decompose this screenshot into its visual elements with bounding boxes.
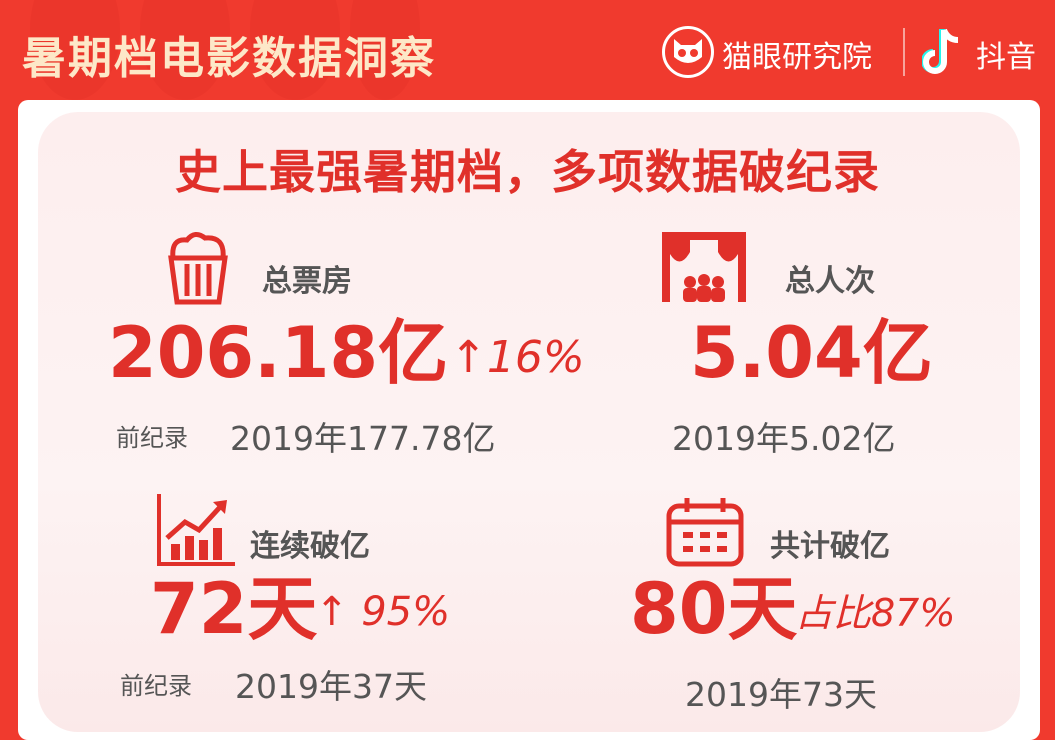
stat-label: 连续破亿	[250, 529, 370, 564]
stat-value: 80天	[630, 568, 798, 650]
stat-change: 占比87%	[795, 591, 956, 635]
stat-label: 总票房	[262, 264, 352, 299]
prev-record-value: 2019年5.02亿	[672, 419, 896, 458]
stat-value: 72天	[150, 568, 318, 650]
stat-change: ↑ 95%	[315, 589, 451, 635]
theater-icon	[660, 230, 748, 310]
subtitle: 史上最强暑期档，多项数据破纪录	[175, 145, 880, 199]
prev-record-value: 2019年37天	[235, 667, 427, 706]
growth-chart-icon	[155, 494, 237, 572]
brand-divider	[903, 28, 905, 76]
prev-record-value: 2019年177.78亿	[230, 419, 496, 458]
calendar-icon	[665, 496, 745, 572]
stat-label: 共计破亿	[770, 529, 890, 564]
content-panel	[38, 112, 1020, 732]
stat-value: 5.04亿	[690, 312, 933, 394]
douyin-brand: 抖音	[976, 40, 1036, 75]
maoyan-cat-logo-icon	[662, 26, 714, 78]
douyin-logo-icon	[921, 26, 966, 82]
prev-record-label: 前纪录	[116, 424, 188, 452]
stat-value: 206.18亿	[108, 312, 449, 394]
stat-change: ↑16%	[450, 332, 585, 383]
stat-label: 总人次	[785, 264, 875, 299]
header-title: 暑期档电影数据洞察	[22, 33, 436, 84]
prev-record-value: 2019年73天	[685, 675, 877, 714]
popcorn-icon	[165, 230, 231, 310]
prev-record-label: 前纪录	[120, 672, 192, 700]
maoyan-brand: 猫眼研究院	[722, 40, 872, 75]
